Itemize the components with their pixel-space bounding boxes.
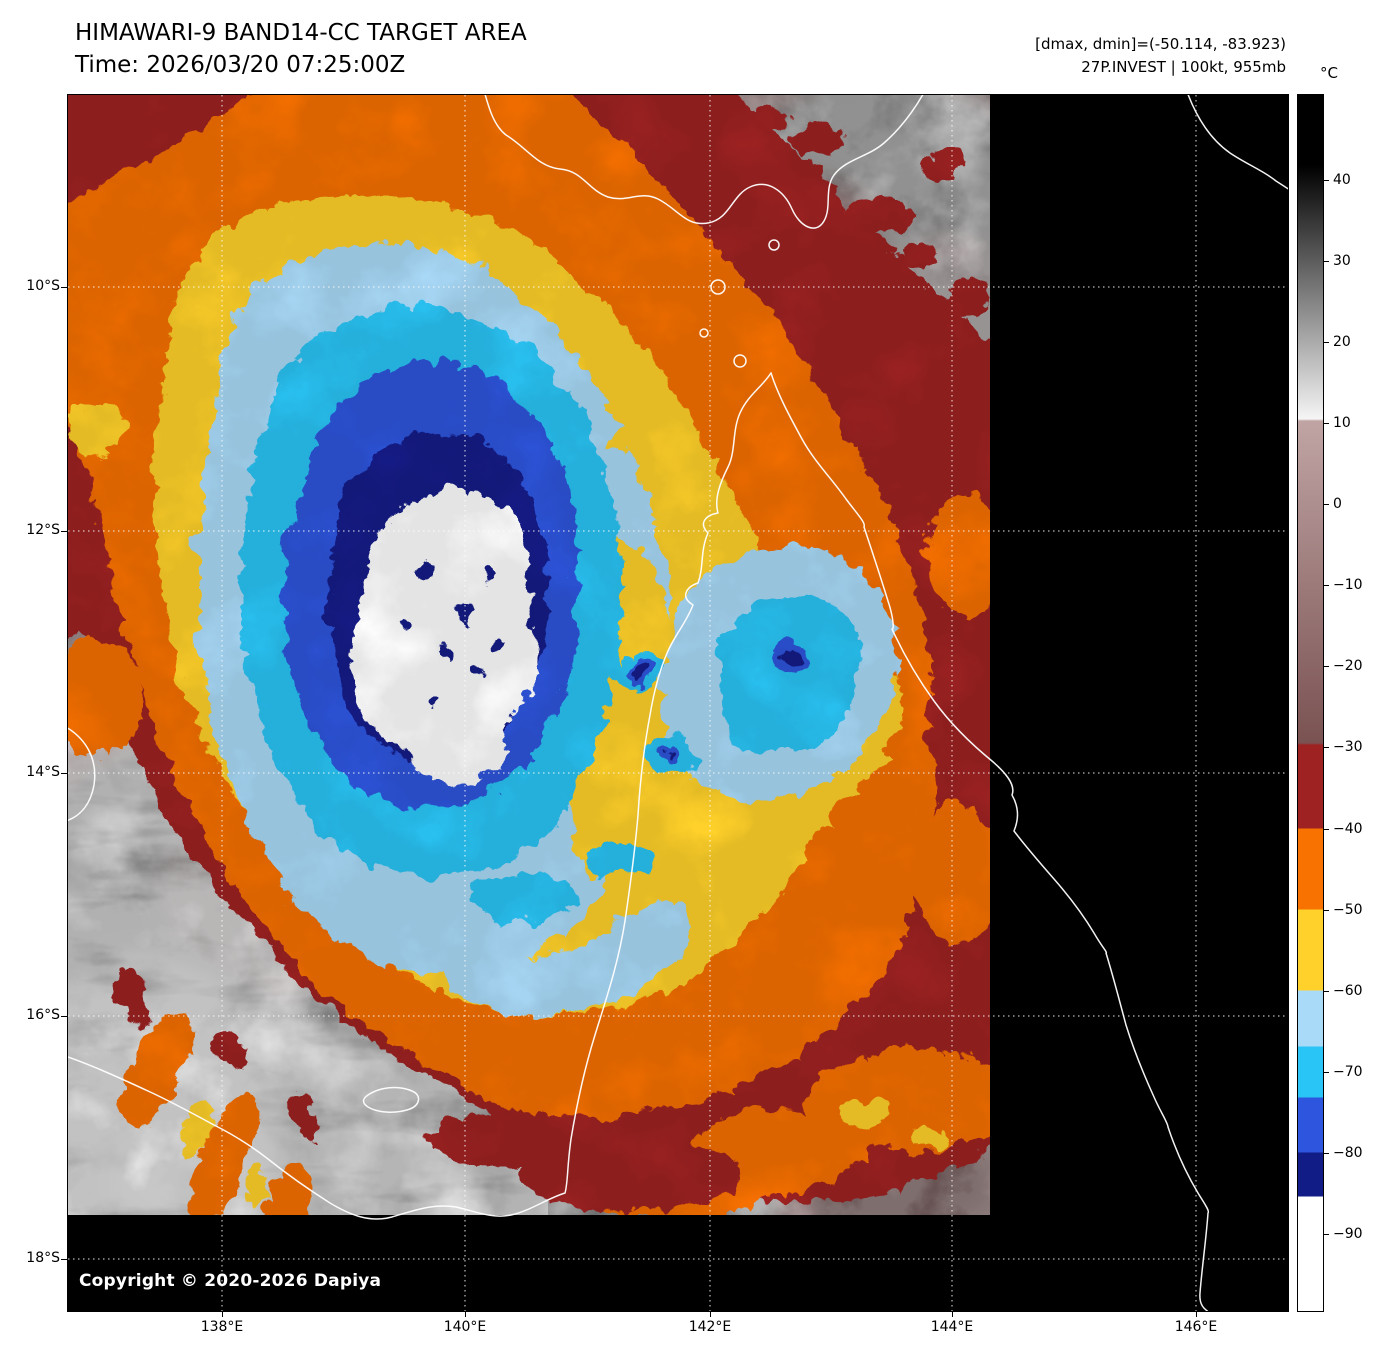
data-region: [68, 95, 990, 1215]
y-axis-label: 14°S: [26, 764, 60, 780]
coastline-torres-island: [733, 354, 747, 368]
grid-lines: [68, 95, 1288, 1311]
colorbar-tickmark: [1324, 665, 1329, 667]
colorbar-tickmark: [1324, 746, 1329, 748]
map-plot: Copyright © 2020-2026 Dapiya: [65, 86, 1291, 1314]
colorbar-tickmark: [1324, 1071, 1329, 1073]
storm-info-label: 27P.INVEST | 100kt, 955mb: [1081, 57, 1286, 76]
colorbar-tick: −60: [1324, 982, 1363, 1000]
coastline-groote-eylandt: [65, 726, 96, 822]
colorbar-tickmark: [1324, 1152, 1329, 1154]
y-axis-tickmark: [61, 1016, 67, 1017]
y-axis-label: 12°S: [26, 522, 60, 538]
y-axis-tickmark: [61, 773, 67, 774]
colorbar-tick: −50: [1324, 901, 1363, 919]
colorbar-tickmark: [1324, 909, 1329, 911]
colorbar-tick: −70: [1324, 1063, 1363, 1081]
coastline-torres-island: [768, 239, 780, 251]
x-axis-label: 144°E: [930, 1319, 974, 1335]
colorbar-tick: 0: [1324, 495, 1342, 513]
colorbar-tick-label: 30: [1333, 253, 1351, 269]
coastlines: [65, 86, 1291, 1314]
colorbar-tick-label: −70: [1333, 1064, 1363, 1080]
page-title: HIMAWARI-9 BAND14-CC TARGET AREA: [75, 20, 527, 46]
colorbar-tick: −80: [1324, 1144, 1363, 1162]
figure-title-block: HIMAWARI-9 BAND14-CC TARGET AREA Time: 2…: [75, 18, 527, 81]
coastline-torres-island: [710, 279, 726, 295]
header-annotation: [dmax, dmin]=(-50.114, -83.923) 27P.INVE…: [1035, 33, 1286, 78]
y-axis-label: 10°S: [26, 278, 60, 294]
colorbar-tick: −40: [1324, 820, 1363, 838]
colorbar-tick: 30: [1324, 252, 1351, 270]
dmax-dmin-label: [dmax, dmin]=(-50.114, -83.923): [1035, 35, 1286, 53]
x-axis-label: 146°E: [1174, 1319, 1218, 1335]
colorbar-tickmark: [1324, 828, 1329, 830]
y-axis-label: 16°S: [26, 1007, 60, 1023]
x-axis-tickmark: [710, 1311, 711, 1317]
x-axis-tickmark: [222, 1311, 223, 1317]
coastline-torres-island: [699, 328, 709, 338]
colorbar-tick-label: 10: [1333, 415, 1351, 431]
time-label: Time: 2026/03/20 07:25:00Z: [75, 51, 406, 78]
colorbar-tick-label: −40: [1333, 821, 1363, 837]
coastline-mornington-island: [362, 1086, 420, 1113]
colorbar-tickmark: [1324, 584, 1329, 586]
colorbar-tickmark: [1324, 990, 1329, 992]
colorbar-tick-label: −20: [1333, 658, 1363, 674]
x-axis-label: 138°E: [200, 1319, 244, 1335]
y-axis-tickmark: [61, 1259, 67, 1260]
x-axis-label: 140°E: [443, 1319, 487, 1335]
colorbar-tick: −90: [1324, 1225, 1363, 1243]
colorbar-tickmark: [1324, 179, 1329, 181]
colorbar-tick-label: 0: [1333, 496, 1342, 512]
x-axis-tickmark: [1196, 1311, 1197, 1317]
colorbar-tick: 40: [1324, 171, 1351, 189]
colorbar-tick: 10: [1324, 414, 1351, 432]
colorbar-tick-label: −10: [1333, 577, 1363, 593]
coastline-cape-york-west: [67, 372, 772, 1220]
y-axis-tickmark: [61, 287, 67, 288]
x-axis-label: 142°E: [688, 1319, 732, 1335]
x-axis-tickmark: [465, 1311, 466, 1317]
colorbar-tick-label: 40: [1333, 172, 1351, 188]
colorbar-tickmark: [1324, 341, 1329, 343]
colorbar-tick-label: 20: [1333, 334, 1351, 350]
coastline-png-east: [1185, 88, 1291, 191]
colorbar-tick-label: −60: [1333, 983, 1363, 999]
y-axis-label: 18°S: [26, 1250, 60, 1266]
colorbar-tick-label: −80: [1333, 1145, 1363, 1161]
copyright-watermark: Copyright © 2020-2026 Dapiya: [79, 1271, 382, 1291]
colorbar-tickmark: [1324, 422, 1329, 424]
coastline-png-west: [482, 86, 927, 229]
colorbar-tick-label: −50: [1333, 902, 1363, 918]
colorbar-tick: −10: [1324, 576, 1363, 594]
colorbar: [1297, 94, 1324, 1312]
satellite-image: [65, 86, 1291, 1314]
coastline-queensland-east: [770, 372, 1211, 1314]
colorbar-tick: −30: [1324, 738, 1363, 756]
colorbar-tick-label: −90: [1333, 1226, 1363, 1242]
x-axis-tickmark: [952, 1311, 953, 1317]
colorbar-tick: −20: [1324, 657, 1363, 675]
colorbar-tickmark: [1324, 260, 1329, 262]
colorbar-tickmark: [1324, 1233, 1329, 1235]
y-axis-tickmark: [61, 531, 67, 532]
colorbar-tick: 20: [1324, 333, 1351, 351]
colorbar-unit-label: °C: [1320, 64, 1338, 82]
colorbar-tick-label: −30: [1333, 739, 1363, 755]
colorbar-tickmark: [1324, 503, 1329, 505]
